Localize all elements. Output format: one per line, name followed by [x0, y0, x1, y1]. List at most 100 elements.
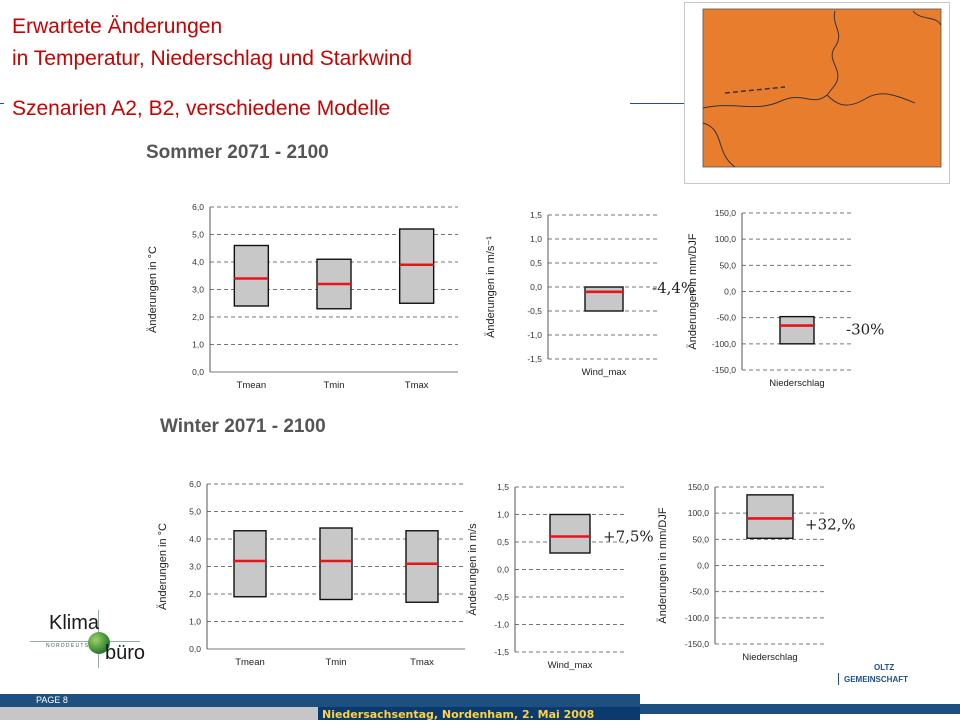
x-tick-label: Tmean: [237, 380, 267, 391]
x-tick-label: Niederschlag: [769, 378, 824, 389]
winter-title: Winter 2071 - 2100: [160, 416, 326, 437]
y-tick-label: 0,5: [497, 537, 509, 547]
y-tick-label: 50,0: [692, 534, 709, 544]
x-tick-label: Tmax: [410, 657, 434, 668]
y-tick-label: 0,5: [530, 258, 542, 268]
y-axis-label: Änderungen in mm/DJF: [687, 233, 699, 349]
y-tick-label: -1,0: [527, 330, 542, 340]
y-tick-label: 100,0: [715, 234, 737, 244]
region-map-image: [684, 2, 950, 184]
y-tick-label: 1,0: [192, 340, 204, 350]
y-tick-label: 1,5: [530, 210, 542, 220]
y-tick-label: 0,0: [697, 561, 709, 571]
y-tick-label: 5,0: [189, 507, 201, 517]
chart-summer-temperature: 0,0 1,0 2,0 3,0 4,0 5,0 6,0 Änderungen in °C Tme…: [147, 202, 458, 391]
slide-subtitle: Szenarien A2, B2, verschiedene Modelle: [12, 97, 391, 120]
y-tick-label: 3,0: [189, 562, 201, 572]
y-tick-label: -150,0: [712, 365, 736, 375]
x-tick-label: Tmin: [325, 657, 346, 668]
y-tick-label: 1,0: [189, 617, 201, 627]
y-tick-label: 150,0: [715, 208, 737, 218]
chart-winter-wind: -1,5 -1,0 -0,5 0,0 0,5 1,0 1,5 Änderungen in m/…: [467, 482, 654, 671]
box: [233, 244, 270, 307]
slide-title-line1: Erwartete Änderungen: [12, 15, 223, 38]
event-label: Niedersachsentag, Nordenham, 2. Mai 2008: [322, 708, 595, 721]
map-area: [702, 8, 942, 168]
box: [233, 530, 267, 598]
chart-summer-precipitation: -150,0 -100,0 -50,0 0,0 50,0 100,0 150,0 Änderu…: [687, 208, 884, 389]
partner-logo-bar: [838, 673, 839, 685]
page-number: PAGE 8: [36, 695, 68, 705]
y-tick-label: -100,0: [685, 613, 709, 623]
y-tick-label: -100,0: [712, 339, 736, 349]
title-rule: [630, 103, 685, 104]
summer-title: Sommer 2071 - 2100: [146, 142, 329, 163]
x-tick-label: Tmean: [235, 657, 265, 668]
y-tick-label: 0,0: [189, 644, 201, 654]
title-rule-tick: [0, 103, 4, 104]
logo-norddeutsches-text: NORDDEUTSCHES: [46, 643, 109, 649]
logo-horizontal-line: [30, 641, 140, 642]
x-tick-label: Tmin: [323, 380, 344, 391]
y-tick-label: -1,5: [494, 647, 509, 657]
slide-title-line2: in Temperatur, Niederschlag und Starkwin…: [12, 47, 412, 70]
box: [319, 527, 353, 601]
logo-klima-text: Klima: [49, 612, 100, 634]
chart-winter-precipitation: -150,0 -100,0 -50,0 0,0 50,0 100,0 150,0 Änderu…: [657, 482, 856, 663]
y-tick-label: 100,0: [688, 508, 710, 518]
x-tick-label: Niederschlag: [742, 652, 797, 663]
annotation-label: +7,5%: [603, 528, 654, 546]
y-axis-label: Änderungen in m/s⁻¹: [485, 236, 497, 338]
map-graphic: [702, 8, 942, 168]
y-tick-label: 3,0: [192, 285, 204, 295]
x-tick-label: Wind_max: [582, 367, 627, 378]
footer-band-dark: [318, 707, 640, 720]
annotation-label: -4,4%: [652, 279, 695, 297]
logo-buero-text: büro: [105, 642, 146, 664]
map-dashed-line: [724, 86, 786, 94]
y-tick-label: 2,0: [192, 312, 204, 322]
map-coastline-2: [702, 94, 828, 109]
y-tick-label: 1,0: [530, 234, 542, 244]
box: [746, 494, 794, 539]
y-tick-label: 0,0: [497, 565, 509, 575]
map-coastline-4: [702, 122, 736, 168]
globe-icon: [88, 632, 110, 654]
y-axis-label: Änderungen in m/s: [467, 523, 479, 616]
footer-band-right: [640, 704, 960, 714]
y-tick-label: 2,0: [189, 589, 201, 599]
map-coastline-3: [826, 93, 916, 106]
map-coastline-5: [912, 10, 942, 26]
partner-logo-line1: OLTZ: [874, 663, 895, 672]
y-tick-label: 50,0: [719, 260, 736, 270]
y-tick-label: 6,0: [192, 202, 204, 212]
y-tick-label: 6,0: [189, 479, 201, 489]
y-tick-label: -1,0: [494, 620, 509, 630]
footer-band-grey: [0, 707, 318, 720]
y-tick-label: 5,0: [192, 230, 204, 240]
box: [405, 530, 439, 603]
annotation-label: +32,%: [805, 515, 856, 533]
y-axis-label: Änderungen in mm/DJF: [657, 507, 669, 623]
x-tick-label: Tmax: [405, 380, 429, 391]
box: [398, 228, 435, 304]
box: [549, 513, 591, 554]
y-tick-label: 150,0: [688, 482, 710, 492]
y-tick-label: -50,0: [690, 587, 710, 597]
x-tick-label: Wind_max: [548, 660, 593, 671]
footer-bar: PAGE 8 Niedersachsentag, Nordenham, 2. M…: [0, 694, 960, 721]
y-tick-label: 1,5: [497, 482, 509, 492]
y-axis-label: Änderungen in °C: [157, 523, 169, 610]
annotation-label: -30%: [846, 321, 884, 339]
y-tick-label: 1,0: [497, 510, 509, 520]
y-tick-label: 0,0: [724, 287, 736, 297]
klimabuero-logo: Klima NORDDEUTSCHES büro: [30, 610, 145, 670]
box: [779, 315, 815, 345]
chart-winter-temperature: 0,0 1,0 2,0 3,0 4,0 5,0 6,0 Änderungen in °C Tme…: [157, 479, 465, 668]
y-tick-label: -50,0: [717, 313, 737, 323]
footer-band-top: [0, 694, 640, 707]
y-tick-label: -0,5: [527, 306, 542, 316]
partner-logo-line2: GEMEINSCHAFT: [844, 675, 908, 684]
y-axis-label: Änderungen in °C: [147, 246, 159, 333]
y-tick-label: 0,0: [192, 367, 204, 377]
